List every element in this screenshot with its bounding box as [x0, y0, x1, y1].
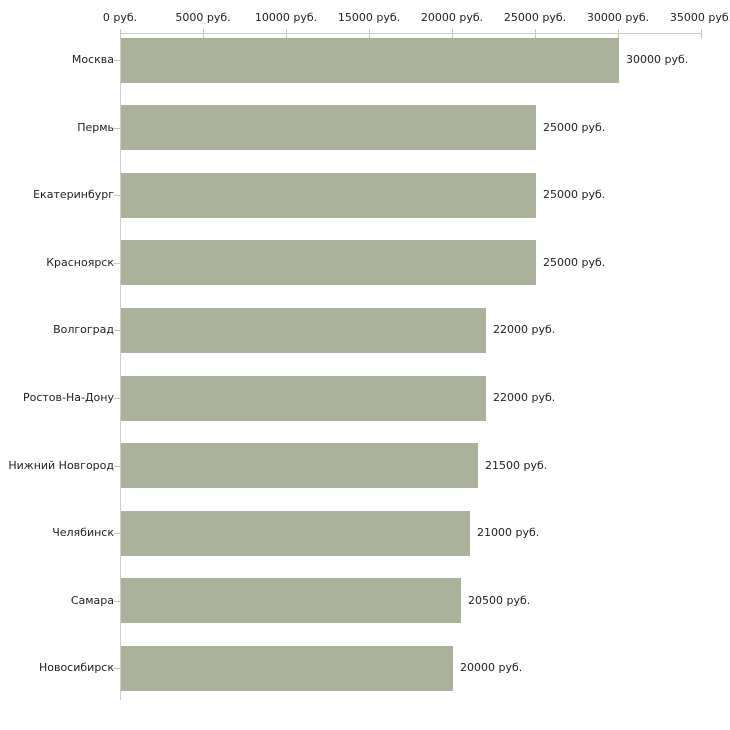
x-tick-mark — [535, 29, 536, 38]
category-label: Челябинск — [52, 526, 114, 539]
category-label: Пермь — [77, 121, 114, 134]
value-label: 20000 руб. — [460, 661, 523, 674]
x-axis-tick-label: 25000 руб. — [503, 11, 567, 24]
x-tick-mark — [701, 29, 702, 38]
category-tick-mark — [114, 466, 120, 467]
category-tick-mark — [114, 195, 120, 196]
x-axis-tick-label: 5000 руб. — [175, 11, 231, 24]
bar — [121, 240, 536, 285]
category-tick-mark — [114, 263, 120, 264]
value-label: 25000 руб. — [543, 188, 606, 201]
bar — [121, 376, 486, 421]
x-axis-tick-label: 35000 руб. — [669, 11, 730, 24]
value-label: 22000 руб. — [493, 323, 556, 336]
category-tick-mark — [114, 330, 120, 331]
x-tick-mark — [369, 29, 370, 38]
category-tick-mark — [114, 128, 120, 129]
bar — [121, 308, 486, 353]
value-label: 30000 руб. — [626, 53, 689, 66]
bar — [121, 443, 478, 488]
x-axis-tick-label: 15000 руб. — [337, 11, 401, 24]
x-tick-mark — [618, 29, 619, 38]
category-label: Красноярск — [46, 256, 114, 269]
x-tick-mark — [203, 29, 204, 38]
value-label: 21500 руб. — [485, 459, 548, 472]
bar — [121, 105, 536, 150]
category-tick-mark — [114, 533, 120, 534]
bar — [121, 511, 470, 556]
value-label: 21000 руб. — [477, 526, 540, 539]
value-label: 25000 руб. — [543, 256, 606, 269]
x-axis-tick-label: 20000 руб. — [420, 11, 484, 24]
category-tick-mark — [114, 398, 120, 399]
bar — [121, 578, 461, 623]
category-label: Самара — [70, 594, 114, 607]
bar — [121, 173, 536, 218]
value-label: 25000 руб. — [543, 121, 606, 134]
category-label: Нижний Новгород — [8, 459, 114, 472]
x-tick-mark — [452, 29, 453, 38]
category-tick-mark — [114, 60, 120, 61]
category-label: Москва — [71, 53, 114, 66]
x-tick-mark — [286, 29, 287, 38]
category-tick-mark — [114, 668, 120, 669]
bar — [121, 646, 453, 691]
x-axis-tick-label: 10000 руб. — [254, 11, 318, 24]
category-label: Екатеринбург — [33, 188, 114, 201]
category-label: Новосибирск — [38, 661, 114, 674]
category-label: Ростов-На-Дону — [22, 391, 114, 404]
value-label: 20500 руб. — [468, 594, 531, 607]
x-axis-tick-label: 0 руб. — [102, 11, 138, 24]
y-axis-line — [120, 33, 121, 700]
x-axis-line — [120, 33, 702, 34]
value-label: 22000 руб. — [493, 391, 556, 404]
bar — [121, 38, 619, 83]
x-axis-tick-label: 30000 руб. — [586, 11, 650, 24]
category-label: Волгоград — [53, 323, 114, 336]
category-tick-mark — [114, 601, 120, 602]
x-tick-mark — [120, 29, 121, 38]
